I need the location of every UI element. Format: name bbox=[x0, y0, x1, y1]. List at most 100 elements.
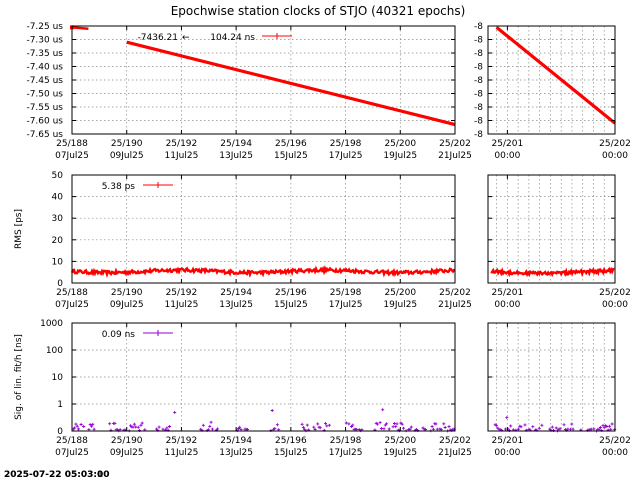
clock-side-xtick-label-0: 25/201 bbox=[492, 139, 524, 149]
sig-main-ytick-label-0: 1000 bbox=[40, 319, 63, 329]
clock-main-xtick-sublabel-1: 09Jul25 bbox=[110, 151, 144, 161]
rms-main-xtick-sublabel-0: 07Jul25 bbox=[55, 300, 89, 310]
sig-main-xtick-sublabel-5: 17Jul25 bbox=[329, 448, 363, 458]
clock-main-xtick-sublabel-4: 15Jul25 bbox=[274, 151, 308, 161]
clock-side-xtick-label-1: 25/202 bbox=[599, 139, 631, 149]
rms-main-xtick-label-3: 25/194 bbox=[220, 288, 252, 298]
clock-main-xtick-sublabel-2: 11Jul25 bbox=[165, 151, 199, 161]
rms-main-xtick-label-6: 25/200 bbox=[384, 288, 416, 298]
rms-main-ytick-label-2: 30 bbox=[52, 214, 64, 224]
clock-side-ytick-label-5: -8 bbox=[474, 90, 483, 100]
sig-main-xtick-label-2: 25/192 bbox=[166, 436, 198, 446]
rms-main-ytick-label-4: 10 bbox=[52, 257, 64, 267]
sig-side-xtick-label-1: 25/202 bbox=[599, 436, 631, 446]
clock-main-ytick-label-0: -7.25 us bbox=[26, 22, 63, 32]
clock-side-ytick-label-3: -8 bbox=[474, 63, 483, 73]
sig-main-xtick-label-6: 25/200 bbox=[384, 436, 416, 446]
sig-main-ytick-label-2: 10 bbox=[52, 373, 64, 383]
rms-main-xtick-sublabel-6: 19Jul25 bbox=[383, 300, 417, 310]
sig-main-xtick-sublabel-1: 09Jul25 bbox=[110, 448, 144, 458]
rms-side-xtick-sublabel-0: 00:00 bbox=[494, 300, 520, 310]
rms-main-xtick-sublabel-5: 17Jul25 bbox=[329, 300, 363, 310]
sig-main-xtick-label-0: 25/188 bbox=[56, 436, 88, 446]
clock-side-xtick-sublabel-0: 00:00 bbox=[494, 151, 520, 161]
sig-ylabel: Sig. of lin. fit/h [ns] bbox=[14, 334, 24, 420]
rms-main-xtick-label-5: 25/198 bbox=[330, 288, 362, 298]
rms-main-xtick-sublabel-7: 21Jul25 bbox=[438, 300, 472, 310]
timestamp: 2025-07-22 05:03:00 bbox=[4, 470, 109, 480]
rms-main-xtick-sublabel-2: 11Jul25 bbox=[165, 300, 199, 310]
clock-side-series-line bbox=[495, 26, 617, 125]
clock-main-ytick-label-8: -7.65 us bbox=[26, 130, 63, 140]
clock-main-ytick-label-6: -7.55 us bbox=[26, 103, 63, 113]
sig-main-xtick-label-3: 25/194 bbox=[220, 436, 252, 446]
clock-main-ytick-label-5: -7.50 us bbox=[26, 90, 63, 100]
clock-main-ytick-label-7: -7.60 us bbox=[26, 117, 63, 127]
figure-title: Epochwise station clocks of STJO (40321 … bbox=[171, 4, 466, 18]
sig-main-xtick-sublabel-4: 15Jul25 bbox=[274, 448, 308, 458]
clock-legend-rms: 104.24 ns bbox=[210, 33, 255, 43]
clock-main-ytick-label-2: -7.35 us bbox=[26, 49, 63, 59]
frame-layer bbox=[71, 25, 616, 432]
rms-main-frame bbox=[71, 174, 456, 284]
sig-main-ytick-label-4: 0 bbox=[57, 427, 63, 437]
rms-main-xtick-sublabel-4: 15Jul25 bbox=[274, 300, 308, 310]
sig-main-xtick-sublabel-7: 21Jul25 bbox=[438, 448, 472, 458]
sig-side-xtick-sublabel-0: 00:00 bbox=[494, 448, 520, 458]
rms-main-xtick-label-7: 25/202 bbox=[439, 288, 471, 298]
rms-main-xtick-sublabel-1: 09Jul25 bbox=[110, 300, 144, 310]
clock-main-ytick-label-4: -7.45 us bbox=[26, 76, 63, 86]
rms-main-xtick-label-4: 25/196 bbox=[275, 288, 307, 298]
clock-legend-offset: -7436.21 bbox=[138, 33, 178, 43]
data-layer bbox=[70, 25, 617, 433]
rms-main-ytick-label-3: 20 bbox=[52, 236, 64, 246]
clock-main-xtick-sublabel-3: 13Jul25 bbox=[219, 151, 253, 161]
timestamp-overlay: 2025-07-22 05:03:10 bbox=[4, 470, 109, 480]
rms-main-ytick-label-1: 40 bbox=[52, 193, 64, 203]
rms-main-xtick-label-2: 25/192 bbox=[166, 288, 198, 298]
rms-series-line bbox=[70, 264, 456, 279]
clock-side-xtick-sublabel-1: 00:00 bbox=[602, 151, 628, 161]
rms-main-xtick-label-0: 25/188 bbox=[56, 288, 88, 298]
clock-main-xtick-label-3: 25/194 bbox=[220, 139, 252, 149]
grid-layer bbox=[71, 25, 616, 432]
clock-main-xtick-label-1: 25/190 bbox=[111, 139, 143, 149]
rms-ylabel: RMS [ps] bbox=[14, 209, 24, 249]
sig-main-xtick-label-4: 25/196 bbox=[275, 436, 307, 446]
sig-legend-label: 0.09 ns bbox=[102, 330, 136, 340]
sig-main-xtick-label-5: 25/198 bbox=[330, 436, 362, 446]
clock-side-ytick-label-6: -8 bbox=[474, 103, 483, 113]
sig-main-xtick-sublabel-6: 19Jul25 bbox=[383, 448, 417, 458]
clock-main-ytick-label-3: -7.40 us bbox=[26, 63, 63, 73]
sig-main-xtick-sublabel-0: 07Jul25 bbox=[55, 448, 89, 458]
rms-legend-label: 5.38 ps bbox=[102, 182, 136, 192]
rms-side-frame bbox=[487, 174, 616, 284]
label-layer: 25/188 07Jul25 25/190 09Jul25 25/192 11Jul25 2… bbox=[14, 22, 631, 458]
clock-main-xtick-sublabel-7: 21Jul25 bbox=[438, 151, 472, 161]
sig-side-xtick-sublabel-1: 00:00 bbox=[602, 448, 628, 458]
rms-main-xtick-label-1: 25/190 bbox=[111, 288, 143, 298]
clock-outlier-segment bbox=[71, 26, 89, 30]
clock-main-xtick-sublabel-6: 19Jul25 bbox=[383, 151, 417, 161]
clock-main-xtick-sublabel-5: 17Jul25 bbox=[329, 151, 363, 161]
clock-main-xtick-label-4: 25/196 bbox=[275, 139, 307, 149]
clock-main-xtick-label-7: 25/202 bbox=[439, 139, 471, 149]
rms-main-ytick-label-5: 0 bbox=[57, 279, 63, 289]
sig-main-ytick-label-3: 1 bbox=[57, 400, 63, 410]
clock-main-xtick-label-0: 25/188 bbox=[56, 139, 88, 149]
clock-side-ytick-label-8: -8 bbox=[474, 130, 483, 140]
clock-side-ytick-label-4: -8 bbox=[474, 76, 483, 86]
clock-series-line bbox=[126, 40, 456, 127]
sig-main-xtick-label-7: 25/202 bbox=[439, 436, 471, 446]
sig-main-ytick-label-1: 100 bbox=[46, 346, 63, 356]
clock-legend-arrow: ← bbox=[182, 33, 190, 43]
clock-main-xtick-label-5: 25/198 bbox=[330, 139, 362, 149]
clock-main-xtick-label-2: 25/192 bbox=[166, 139, 198, 149]
rms-side-series-line bbox=[490, 266, 615, 278]
sig-series-points bbox=[71, 408, 456, 433]
sig-side-xtick-label-0: 25/201 bbox=[492, 436, 524, 446]
rms-side-xtick-label-0: 25/201 bbox=[492, 288, 524, 298]
sig-side-series-points bbox=[493, 416, 617, 433]
clock-side-ytick-label-1: -8 bbox=[474, 36, 483, 46]
